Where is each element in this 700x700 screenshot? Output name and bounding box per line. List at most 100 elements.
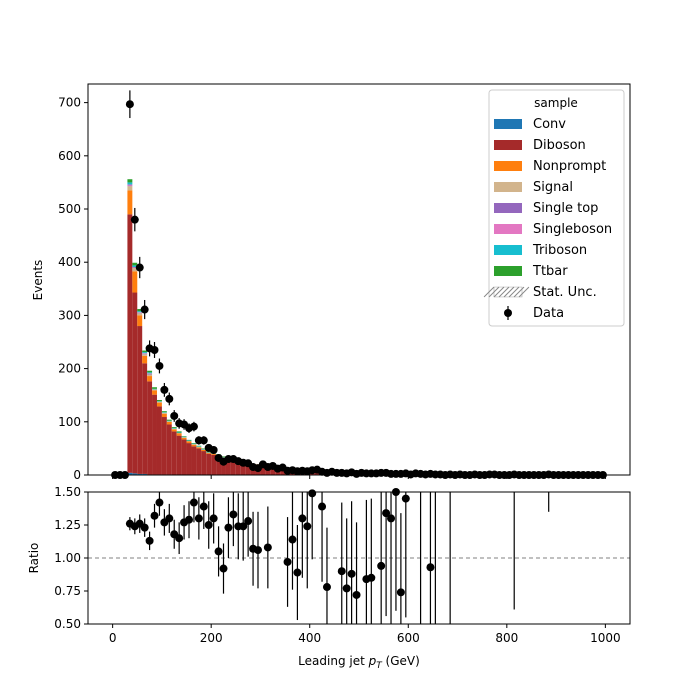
- bar-nonprompt: [161, 413, 167, 418]
- data-point: [199, 436, 208, 445]
- ratio-point: [229, 510, 238, 519]
- bar-diboson: [240, 462, 246, 475]
- bar-triboson: [152, 388, 157, 390]
- bar-nonprompt: [147, 376, 153, 382]
- data-point: [125, 100, 134, 109]
- legend-label-triboson: Triboson: [532, 243, 587, 258]
- data-point: [165, 394, 174, 403]
- ratio-point: [318, 502, 327, 511]
- ratio-point: [175, 534, 184, 543]
- bar-diboson: [211, 454, 217, 475]
- legend-swatch-conv: [494, 119, 522, 129]
- bar-triboson: [221, 456, 226, 458]
- bar-nonprompt: [181, 437, 187, 440]
- ratio-point: [298, 514, 307, 523]
- bar-triboson: [186, 440, 192, 441]
- main-plot-frame: [87, 83, 631, 476]
- bar-diboson: [260, 465, 266, 475]
- ratio-point: [263, 543, 272, 552]
- bar-nonprompt: [132, 271, 138, 293]
- bar-singleboson: [137, 312, 143, 313]
- bar-single-top: [127, 185, 133, 187]
- ratio-point: [288, 535, 297, 544]
- bar-nonprompt: [137, 315, 143, 327]
- data-point: [135, 263, 144, 272]
- bar-triboson: [147, 372, 153, 374]
- bar-signal: [186, 440, 192, 442]
- ratio-panel: 0.50 0.75 1.00 1.25 1.50 0 200 400 600 800 1000 R…: [27, 485, 631, 671]
- bar-nonprompt: [206, 452, 212, 454]
- x-tick-label: 1000: [590, 631, 621, 645]
- bar-nonprompt: [166, 421, 172, 425]
- bar-diboson: [225, 459, 231, 475]
- ratio-point: [165, 514, 174, 523]
- legend-label-diboson: Diboson: [533, 138, 586, 153]
- ratio-point: [219, 564, 228, 573]
- bar-signal: [181, 437, 187, 438]
- bar-diboson: [191, 446, 197, 475]
- ratio-point: [189, 498, 198, 507]
- bar-nonprompt: [142, 355, 148, 364]
- bar-ttbar: [156, 399, 162, 402]
- ratio-y-tick-label: 0.50: [54, 617, 81, 631]
- bar-triboson: [137, 311, 143, 313]
- ratio-point: [239, 522, 248, 531]
- bar-triboson: [171, 428, 177, 429]
- bar-nonprompt: [127, 190, 133, 215]
- bar-triboson: [127, 182, 133, 185]
- data-point: [150, 345, 159, 354]
- legend-swatch-single-top: [494, 203, 522, 213]
- bar-nonprompt: [156, 402, 162, 407]
- bar-singleboson: [132, 266, 138, 268]
- ratio-point: [401, 494, 410, 503]
- bar-nonprompt: [171, 429, 177, 432]
- bar-diboson: [166, 424, 172, 475]
- bar-conv: [127, 472, 133, 475]
- bar-ttbar: [142, 350, 148, 353]
- bar-diboson: [221, 457, 226, 475]
- bar-triboson: [196, 446, 202, 447]
- bar-triboson: [142, 352, 148, 354]
- bar-signal: [152, 389, 157, 391]
- bar-triboson: [161, 412, 167, 413]
- ratio-y-tick-label: 1.50: [54, 485, 81, 499]
- ratio-point: [426, 563, 435, 572]
- bar-ttbar: [176, 431, 182, 433]
- bar-signal: [176, 432, 182, 434]
- bar-triboson: [132, 265, 138, 267]
- bar-signal: [142, 354, 148, 356]
- bar-signal: [171, 428, 177, 430]
- main-x-ticks: [112, 475, 606, 479]
- bar-ttbar: [127, 179, 133, 183]
- bar-conv: [132, 473, 138, 475]
- bar-diboson: [171, 431, 177, 475]
- ratio-point: [150, 511, 159, 520]
- legend-label-ttbar: Ttbar: [532, 264, 568, 279]
- bar-diboson: [235, 461, 241, 475]
- bar-single-top: [147, 373, 153, 375]
- x-tick-label: 0: [109, 631, 117, 645]
- legend-label-singleboson: Singleboson: [533, 222, 612, 237]
- legend-label-single-top: Single top: [533, 201, 598, 216]
- legend-marker-data: [504, 306, 512, 320]
- bar-ttbar: [171, 427, 177, 429]
- bar-triboson: [176, 432, 182, 433]
- main-y-ticks: 0 100 200 300 400 500 600 700: [58, 96, 88, 482]
- ratio-point: [283, 557, 292, 566]
- bar-ttbar: [201, 448, 207, 449]
- bar-ttbar: [137, 309, 143, 312]
- bar-nonprompt: [152, 390, 157, 395]
- ratio-point: [224, 523, 233, 532]
- ratio-point: [382, 509, 391, 518]
- bar-singleboson: [142, 353, 148, 354]
- bar-diboson: [156, 406, 162, 475]
- bar-ttbar: [181, 436, 187, 437]
- bar-diboson: [137, 326, 143, 474]
- ratio-y-axis-label: Ratio: [27, 543, 41, 574]
- bar-ttbar: [161, 411, 167, 413]
- ratio-point: [155, 498, 164, 507]
- bar-signal: [161, 412, 167, 414]
- y-tick-label: 400: [58, 255, 81, 269]
- bar-diboson: [181, 439, 187, 475]
- bar-signal: [191, 444, 197, 445]
